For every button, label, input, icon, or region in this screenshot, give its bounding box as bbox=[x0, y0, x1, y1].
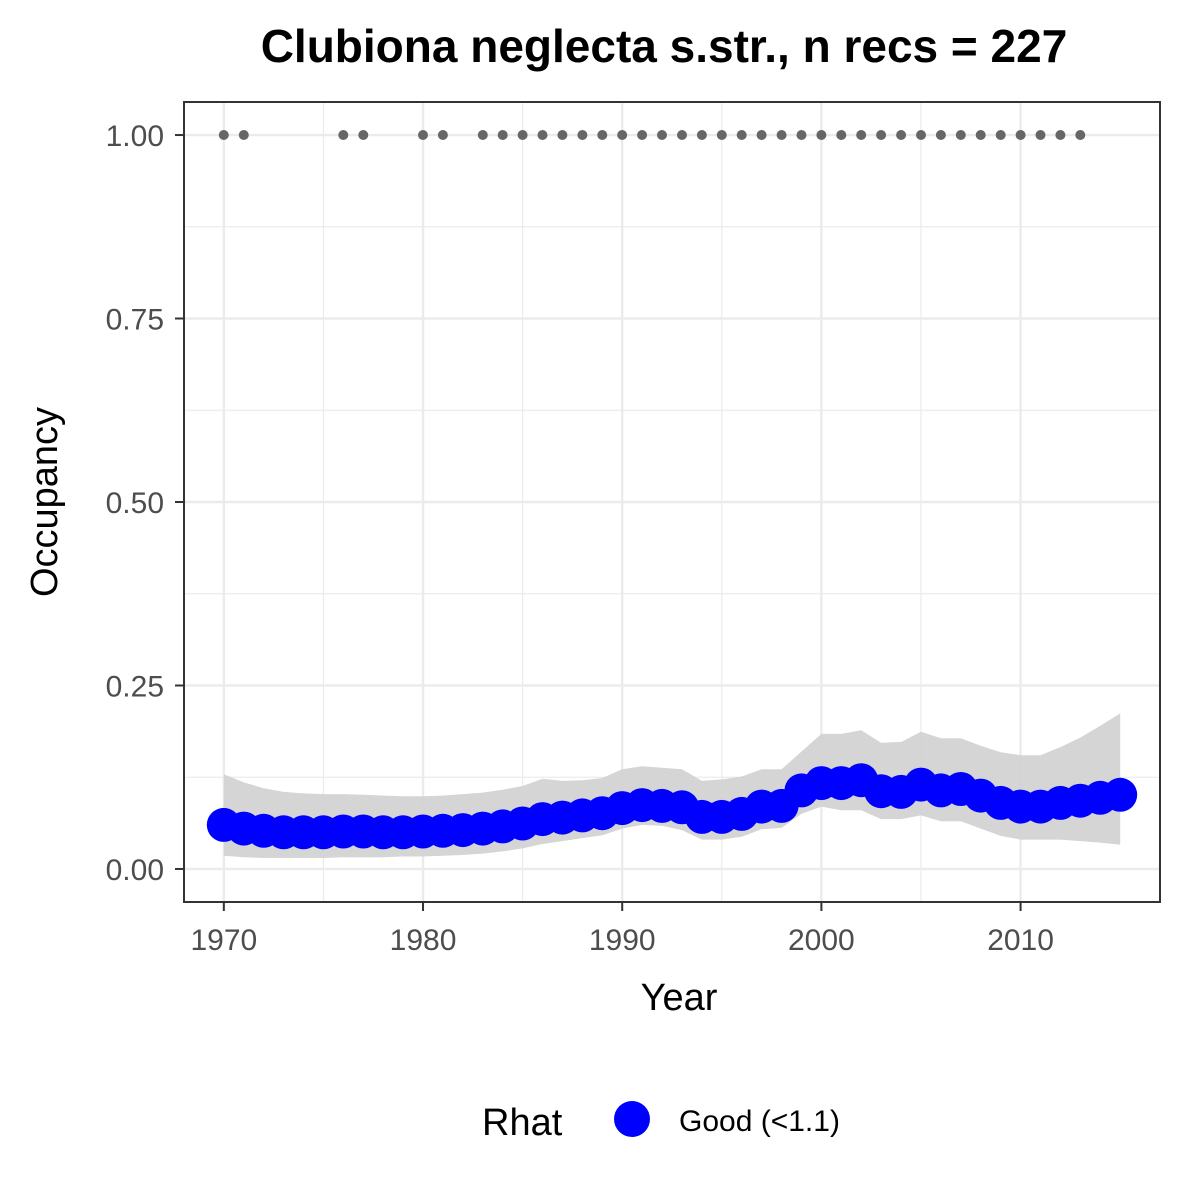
legend-key-good bbox=[614, 1101, 650, 1137]
legend: Rhat Good (<1.1) bbox=[482, 1101, 840, 1144]
x-axis-title: Year bbox=[641, 977, 718, 1019]
record-marker bbox=[935, 130, 946, 140]
record-marker bbox=[876, 130, 887, 140]
x-tick-label: 1990 bbox=[589, 924, 656, 957]
record-marker bbox=[238, 130, 249, 140]
record-marker bbox=[358, 130, 369, 140]
x-tick-label: 2010 bbox=[987, 924, 1054, 957]
record-marker bbox=[537, 130, 548, 140]
occupancy-points bbox=[206, 763, 1138, 850]
record-marker bbox=[756, 130, 767, 140]
record-marker bbox=[995, 130, 1006, 140]
record-marker bbox=[975, 130, 986, 140]
record-marker bbox=[836, 130, 847, 140]
y-tick-label: 1.00 bbox=[106, 120, 164, 153]
record-marker bbox=[696, 130, 707, 140]
record-markers bbox=[218, 130, 1086, 140]
record-marker bbox=[1075, 130, 1086, 140]
y-tick-label: 0.25 bbox=[106, 670, 164, 703]
x-tick-label: 1980 bbox=[390, 924, 457, 957]
y-tick-label: 0.00 bbox=[106, 854, 164, 887]
y-tick-label: 0.50 bbox=[106, 487, 164, 520]
record-marker bbox=[896, 130, 907, 140]
record-marker bbox=[1015, 130, 1026, 140]
record-marker bbox=[677, 130, 687, 140]
occupancy-point bbox=[1103, 777, 1138, 812]
grid-lines bbox=[184, 102, 1160, 902]
record-marker bbox=[1055, 130, 1066, 140]
record-marker bbox=[497, 130, 508, 140]
legend-label-good: Good (<1.1) bbox=[679, 1105, 840, 1138]
record-marker bbox=[916, 130, 926, 140]
record-marker bbox=[1035, 130, 1046, 140]
y-axis-title: Occupancy bbox=[24, 407, 66, 597]
record-marker bbox=[637, 130, 648, 140]
record-marker bbox=[856, 130, 867, 140]
record-marker bbox=[617, 130, 628, 140]
record-marker bbox=[716, 130, 727, 140]
y-axis: 0.00 0.25 0.50 0.75 1.00 bbox=[106, 120, 184, 887]
record-marker bbox=[816, 130, 827, 140]
x-tick-label: 2000 bbox=[788, 924, 855, 957]
record-marker bbox=[437, 130, 448, 140]
record-marker bbox=[517, 130, 528, 140]
record-marker bbox=[477, 130, 488, 140]
record-marker bbox=[736, 130, 747, 140]
x-axis: 1970 1980 1990 2000 2010 bbox=[190, 902, 1054, 957]
legend-title: Rhat bbox=[482, 1102, 563, 1144]
record-marker bbox=[338, 130, 349, 140]
record-marker bbox=[577, 130, 588, 140]
record-marker bbox=[218, 130, 229, 140]
record-marker bbox=[796, 130, 807, 140]
record-marker bbox=[776, 130, 787, 140]
record-marker bbox=[657, 130, 667, 140]
record-marker bbox=[955, 130, 966, 140]
record-marker bbox=[418, 130, 428, 140]
y-tick-label: 0.75 bbox=[106, 304, 164, 337]
x-tick-label: 1970 bbox=[190, 924, 257, 957]
record-marker bbox=[557, 130, 568, 140]
chart-title: Clubiona neglecta s.str., n recs = 227 bbox=[261, 20, 1068, 72]
record-marker bbox=[597, 130, 608, 140]
